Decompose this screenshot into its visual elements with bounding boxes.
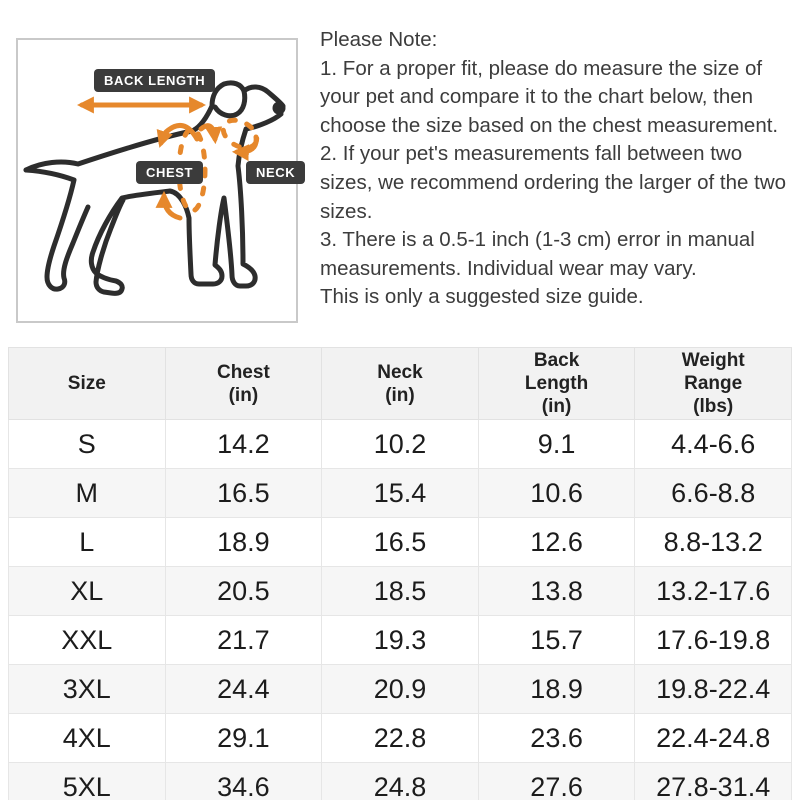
neck-girth-arrow-icon [231, 134, 259, 162]
back-length-cell: 9.1 [477, 419, 636, 469]
dog-body-path [23, 80, 286, 173]
size-cell: S [8, 419, 166, 469]
dog-rear-path [23, 167, 91, 292]
size-cell: XL [8, 566, 166, 616]
size-chart: Size Chest (in) Neck (in) Back Length (i… [8, 347, 792, 800]
size-cell: M [8, 468, 166, 518]
neck-cell: 15.4 [321, 468, 479, 518]
table-row: 4XL 29.1 22.8 23.6 22.4-24.8 [8, 713, 792, 763]
chest-cell: 18.9 [164, 517, 323, 567]
table-row: XXL 21.7 19.3 15.7 17.6-19.8 [8, 615, 792, 665]
note-item-2: 2. If your pet's measurements fall betwe… [320, 142, 787, 223]
table-row: XL 20.5 18.5 13.8 13.2-17.6 [8, 566, 792, 616]
size-cell: L [8, 517, 166, 567]
back-length-cell: 27.6 [477, 762, 636, 800]
neck-cell: 22.8 [321, 713, 479, 763]
back-length-cell: 23.6 [477, 713, 636, 763]
header-neck: Neck (in) [321, 347, 479, 420]
neck-cell: 20.9 [321, 664, 479, 714]
neck-cell: 19.3 [321, 615, 479, 665]
table-row: S 14.2 10.2 9.1 4.4-6.6 [8, 419, 792, 469]
chest-cell: 34.6 [164, 762, 323, 800]
chest-girth-arrow-left-icon [156, 122, 200, 148]
table-header-row: Size Chest (in) Neck (in) Back Length (i… [8, 347, 792, 420]
dog-ear-path [212, 88, 248, 119]
weight-cell: 13.2-17.6 [634, 566, 792, 616]
weight-cell: 22.4-24.8 [634, 713, 792, 763]
size-cell: 4XL [8, 713, 166, 763]
table-row: L 18.9 16.5 12.6 8.8-13.2 [8, 517, 792, 567]
chest-cell: 29.1 [164, 713, 323, 763]
chest-bottom-arrow-icon [155, 190, 183, 221]
weight-cell: 8.8-13.2 [634, 517, 792, 567]
header-size: Size [8, 347, 166, 420]
size-cell: 5XL [8, 762, 166, 800]
back-length-cell: 15.7 [477, 615, 636, 665]
chest-cell: 24.4 [164, 664, 323, 714]
chest-cell: 14.2 [164, 419, 323, 469]
weight-cell: 19.8-22.4 [634, 664, 792, 714]
neck-cell: 10.2 [321, 419, 479, 469]
header-back-length: Back Length (in) [477, 347, 636, 420]
note-item-3: 3. There is a 0.5-1 inch (1-3 cm) error … [320, 228, 755, 280]
neck-cell: 18.5 [321, 566, 479, 616]
back-length-cell: 13.8 [477, 566, 636, 616]
back-length-label: BACK LENGTH [94, 69, 216, 92]
table-row: 3XL 24.4 20.9 18.9 19.8-22.4 [8, 664, 792, 714]
chest-girth-arrow-right-icon [198, 123, 223, 145]
weight-cell: 4.4-6.6 [634, 419, 792, 469]
dog-outline-icon [23, 80, 286, 296]
back-length-cell: 18.9 [477, 664, 636, 714]
back-length-cell: 12.6 [477, 517, 636, 567]
dog-nose [272, 101, 286, 115]
notes-title: Please Note: [320, 28, 438, 51]
chest-cell: 21.7 [164, 615, 323, 665]
size-cell: XXL [8, 615, 166, 665]
dog-outline-illustration [23, 80, 286, 296]
chest-cell: 16.5 [164, 468, 323, 518]
back-length-cell: 10.6 [477, 468, 636, 518]
table-row: M 16.5 15.4 10.6 6.6-8.8 [8, 468, 792, 518]
size-cell: 3XL [8, 664, 166, 714]
neck-cell: 24.8 [321, 762, 479, 800]
header-chest: Chest (in) [164, 347, 323, 420]
neck-cell: 16.5 [321, 517, 479, 567]
neck-label: NECK [246, 161, 306, 184]
chest-label: CHEST [136, 161, 204, 184]
dog-muzzle-path [88, 111, 284, 296]
header-weight-range: Weight Range (lbs) [634, 347, 792, 420]
please-note-section: Please Note: 1. For a proper fit, please… [320, 26, 798, 312]
chest-cell: 20.5 [164, 566, 323, 616]
weight-cell: 27.8-31.4 [634, 762, 792, 800]
dog-measurement-diagram: BACK LENGTH CHEST NECK [16, 38, 306, 323]
table-row: 5XL 34.6 24.8 27.6 27.8-31.4 [8, 762, 792, 800]
weight-cell: 17.6-19.8 [634, 615, 792, 665]
size-chart-table: Size Chest (in) Neck (in) Back Length (i… [8, 347, 792, 800]
weight-cell: 6.6-8.8 [634, 468, 792, 518]
notes-footer: This is only a suggested size guide. [320, 285, 644, 309]
note-item-1: 1. For a proper fit, please do measure t… [320, 56, 779, 137]
